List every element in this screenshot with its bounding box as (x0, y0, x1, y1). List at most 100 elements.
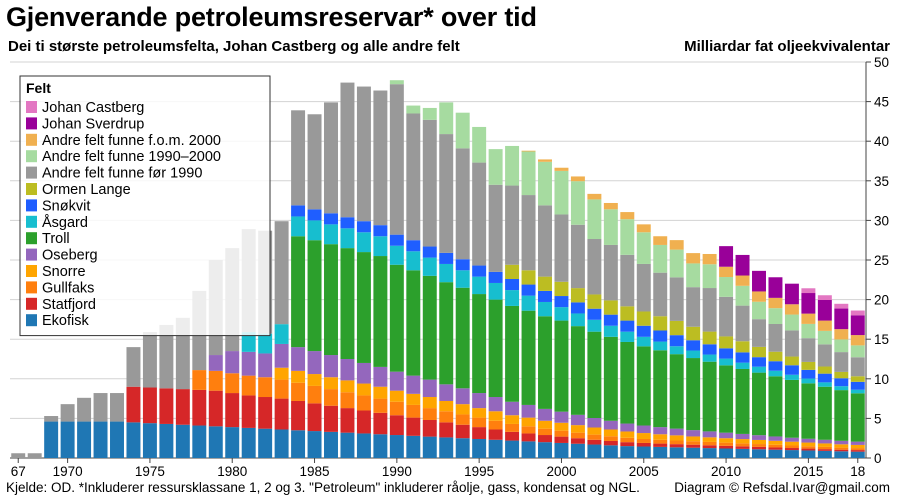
bar-segment-gullfaks-1991 (406, 404, 421, 418)
bar-segment-oseberg-2003 (603, 420, 618, 430)
x-tick-label: 1980 (217, 464, 247, 479)
bar-segment-andre-felt-funne-før-1990-1984 (291, 110, 306, 206)
bar-segment-snorre-1991 (406, 393, 421, 405)
y-tick-label: 35 (874, 174, 889, 189)
bar-segment-statfjord-1993 (439, 422, 454, 438)
bar-segment-åsgard-2010 (719, 358, 734, 366)
bar-segment-ekofisk-2000 (554, 442, 569, 458)
y-tick-label: 45 (874, 95, 889, 110)
bar-segment-gullfaks-1999 (538, 428, 552, 436)
bar-segment-johan-sverdrup-2011 (735, 254, 750, 276)
bar-segment-snorre-2002 (587, 427, 602, 435)
bar-segment-gullfaks-1978 (192, 370, 207, 390)
bar-segment-snøkvit-1994 (455, 259, 470, 271)
y-tick-label: 15 (874, 332, 889, 347)
bar-segment-johan-sverdrup-2012 (752, 270, 766, 292)
legend-entry: Johan Castberg (42, 100, 144, 116)
bar-segment-gullfaks-1998 (521, 426, 536, 434)
bar-segment-andre-felt-funne-f-o-m-2000-2001 (570, 176, 585, 182)
bar-segment-snøkvit-2002 (587, 308, 602, 320)
bar-segment-troll-2001 (570, 326, 585, 415)
bar-segment-snorre-1994 (455, 404, 470, 415)
bar-segment-andre-felt-funne-f-o-m-2000-2011 (735, 275, 750, 286)
bar-segment-troll-1994 (455, 287, 470, 389)
x-tick-label: 1990 (382, 464, 412, 479)
bar-segment-troll-1989 (373, 256, 388, 367)
bar-segment-ormen-lange-2000 (554, 281, 569, 297)
bar-segment-snøkvit-2017 (834, 378, 849, 387)
bar-segment-oseberg-1980 (225, 351, 240, 374)
bar-segment-snorre-2013 (768, 440, 783, 445)
bar-segment-åsgard-1987 (340, 228, 355, 249)
bar-segment-statfjord-2017 (834, 449, 849, 452)
bar-segment-åsgard-2000 (554, 307, 569, 321)
bar-segment-ekofisk-1981 (241, 427, 256, 458)
bar-segment-andre-felt-funne-før-1990-1969 (44, 416, 59, 422)
bar-segment-gullfaks-1992 (422, 408, 437, 420)
bar-segment-statfjord-1975 (142, 387, 157, 424)
bar-segment-andre-felt-funne-før-1990-1976 (159, 324, 174, 389)
bar-segment-andre-felt-funne-1990-2000-2001 (570, 181, 585, 225)
bar-segment-troll-2016 (817, 386, 832, 440)
bar-segment-andre-felt-funne-før-1990-1993 (439, 134, 454, 253)
bar-segment-åsgard-1992 (422, 257, 437, 276)
credit-note: Diagram © Refsdal.Ivar@gmail.com (674, 480, 890, 495)
bar-segment-statfjord-1996 (488, 429, 503, 440)
legend-entry: Andre felt funne før 1990 (42, 166, 202, 182)
bar-segment-ekofisk-1987 (340, 432, 355, 458)
bar-segment-johan-castberg-2017 (834, 303, 849, 309)
bar-segment-andre-felt-funne-f-o-m-2000-1998 (521, 150, 536, 152)
legend-swatch (26, 166, 37, 179)
bar-segment-andre-felt-funne-før-1990-2004 (620, 254, 635, 307)
bar-segment-ekofisk-1970 (60, 421, 75, 458)
bar-segment-ekofisk-1969 (44, 421, 59, 458)
bar-segment-andre-felt-funne-før-1990-1973 (110, 393, 124, 422)
source-note: Kjelde: OD. *Inkluderer ressursklassane … (6, 480, 640, 495)
bar-segment-andre-felt-funne-før-1990-1975 (142, 332, 157, 388)
bar-segment-ekofisk-1986 (324, 431, 338, 458)
bar-segment-andre-felt-funne-før-1990-1983 (274, 221, 289, 325)
bar-segment-ekofisk-2009 (702, 448, 717, 458)
bar-segment-åsgard-1988 (356, 232, 371, 253)
bar-segment-åsgard-1990 (389, 245, 404, 265)
bar-segment-gullfaks-1979 (208, 370, 223, 391)
legend-entry: Johan Sverdrup (42, 116, 144, 132)
bar-segment-snøkvit-1997 (505, 279, 520, 291)
bar-segment-andre-felt-funne-før-1990-1991 (406, 113, 421, 241)
bar-segment-statfjord-2016 (817, 449, 832, 451)
bar-segment-åsgard-1982 (258, 333, 273, 354)
bar-segment-johan-sverdrup-2014 (784, 283, 799, 305)
bar-segment-andre-felt-funne-før-1990-2002 (587, 239, 602, 295)
bar-segment-ormen-lange-2006 (653, 316, 668, 331)
bar-segment-andre-felt-funne-1990-2000-2005 (636, 232, 651, 264)
bar-segment-ekofisk-1997 (505, 440, 520, 458)
bar-segment-gullfaks-2004 (620, 437, 635, 443)
legend-entry: Ekofisk (42, 313, 89, 329)
bar-segment-andre-felt-funne-før-1990-2001 (570, 224, 585, 289)
bar-segment-troll-2009 (702, 361, 717, 432)
bar-segment-åsgard-1993 (439, 263, 454, 283)
bar-segment-åsgard-1986 (324, 224, 338, 245)
bar-segment-andre-felt-funne-f-o-m-2000-2006 (653, 236, 668, 245)
bar-segment-johan-sverdrup-2018 (850, 315, 865, 336)
bar-segment-ekofisk-2014 (784, 450, 799, 458)
x-tick-label: 2010 (711, 464, 741, 479)
bar-segment-ekofisk-1990 (389, 435, 404, 458)
bar-segment-ormen-lange-1998 (521, 270, 536, 285)
y-tick-label: 20 (874, 293, 889, 308)
bar-segment-troll-2018 (850, 393, 865, 442)
bar-segment-statfjord-1984 (291, 400, 306, 431)
bar-segment-gullfaks-1986 (324, 389, 338, 406)
bar-segment-andre-felt-funne-før-1990-1985 (307, 114, 322, 210)
bar-segment-snorre-1996 (488, 411, 503, 421)
bar-segment-ekofisk-1975 (142, 423, 157, 458)
bar-segment-ekofisk-1991 (406, 435, 421, 458)
bar-segment-ekofisk-1992 (422, 436, 437, 458)
bar-segment-andre-felt-funne-f-o-m-2000-2017 (834, 329, 849, 340)
bar-segment-gullfaks-2005 (636, 438, 651, 443)
bar-segment-snorre-2001 (570, 425, 585, 433)
bar-segment-ekofisk-1988 (356, 433, 371, 458)
bar-segment-johan-sverdrup-2016 (817, 299, 832, 321)
bar-segment-andre-felt-funne-f-o-m-2000-2007 (669, 240, 684, 250)
bar-segment-ekofisk-1995 (472, 438, 487, 458)
